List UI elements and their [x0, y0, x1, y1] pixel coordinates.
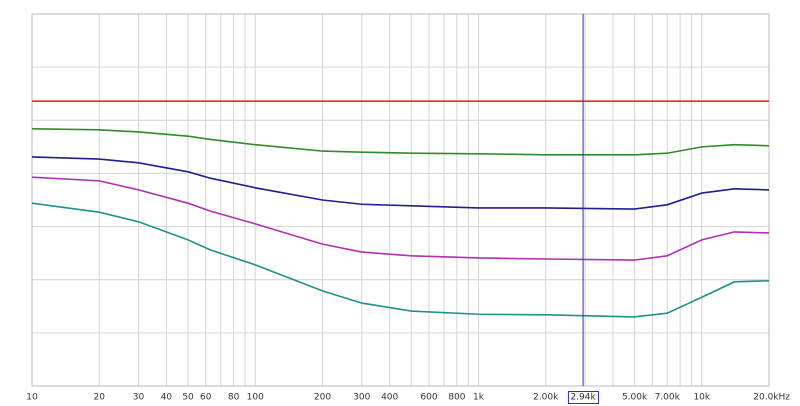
x-tick-label: 20.0kHz — [753, 393, 790, 403]
x-tick-label: 200 — [314, 393, 331, 403]
x-tick-label: 100 — [247, 393, 264, 403]
x-tick-label: 50 — [182, 393, 194, 403]
series-line — [31, 127, 770, 156]
x-tick-label: 800 — [448, 393, 465, 403]
x-tick-label: 30 — [133, 393, 145, 403]
series-line — [31, 156, 770, 210]
x-tick-label: 80 — [228, 393, 240, 403]
series-line — [31, 202, 770, 318]
x-tick-label: 600 — [420, 393, 437, 403]
series-line — [31, 176, 770, 261]
x-tick-label: 5.00k — [622, 393, 648, 403]
x-tick-label: 10k — [693, 393, 710, 403]
x-tick-label: 40 — [161, 393, 173, 403]
cursor-label: 2.94k — [570, 393, 596, 403]
x-tick-label: 1k — [473, 393, 485, 403]
plot-border — [31, 13, 770, 387]
x-tick-label: 2.00k — [533, 393, 559, 403]
x-tick-label: 60 — [200, 393, 212, 403]
x-tick-label: 10 — [26, 393, 38, 403]
x-tick-label: 7.00k — [655, 393, 681, 403]
cursor-label-box — [567, 391, 599, 404]
x-tick-label: 400 — [381, 393, 398, 403]
x-tick-label: 300 — [353, 393, 370, 403]
x-tick-label: 20 — [93, 393, 105, 403]
